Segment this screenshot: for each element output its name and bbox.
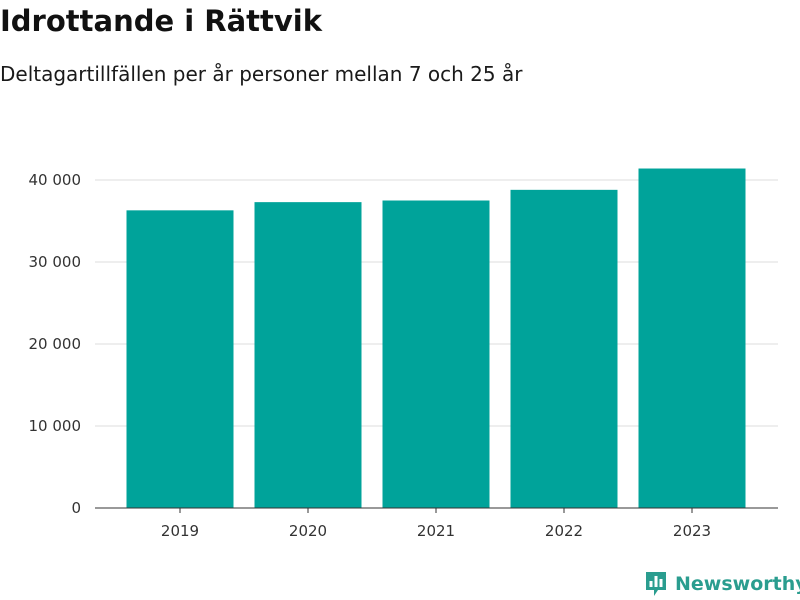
bar-2023 xyxy=(638,168,746,508)
brand-name: Newsworthy xyxy=(675,573,800,595)
x-tick-label-2019: 2019 xyxy=(161,522,199,540)
chart-subtitle: Deltagartillfällen per år personer mella… xyxy=(0,62,523,86)
bar-2021 xyxy=(382,200,490,508)
bar-2020 xyxy=(254,202,362,508)
bar-2022 xyxy=(510,189,618,508)
y-axis-tick-labels: 0 10 000 20 000 30 000 40 000 xyxy=(29,171,82,517)
bar-2019 xyxy=(126,210,234,508)
chart-title: Idrottande i Rättvik xyxy=(0,4,323,38)
x-tick-label-2022: 2022 xyxy=(545,522,583,540)
bars xyxy=(126,168,746,508)
brand-logo: Newsworthy xyxy=(644,568,800,600)
newsworthy-logo-icon xyxy=(646,572,666,596)
x-tick-label-2020: 2020 xyxy=(289,522,327,540)
x-tick-label-2023: 2023 xyxy=(673,522,711,540)
y-tick-label: 30 000 xyxy=(29,253,82,271)
y-tick-label: 20 000 xyxy=(29,335,82,353)
y-tick-label: 40 000 xyxy=(29,171,82,189)
y-tick-label: 0 xyxy=(71,499,81,517)
x-tick-label-2021: 2021 xyxy=(417,522,455,540)
x-axis-tick-labels: 2019 2020 2021 2022 2023 xyxy=(161,508,711,540)
y-tick-label: 10 000 xyxy=(29,417,82,435)
